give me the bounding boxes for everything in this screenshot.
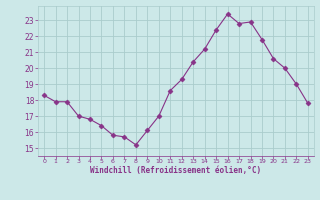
X-axis label: Windchill (Refroidissement éolien,°C): Windchill (Refroidissement éolien,°C) xyxy=(91,166,261,175)
